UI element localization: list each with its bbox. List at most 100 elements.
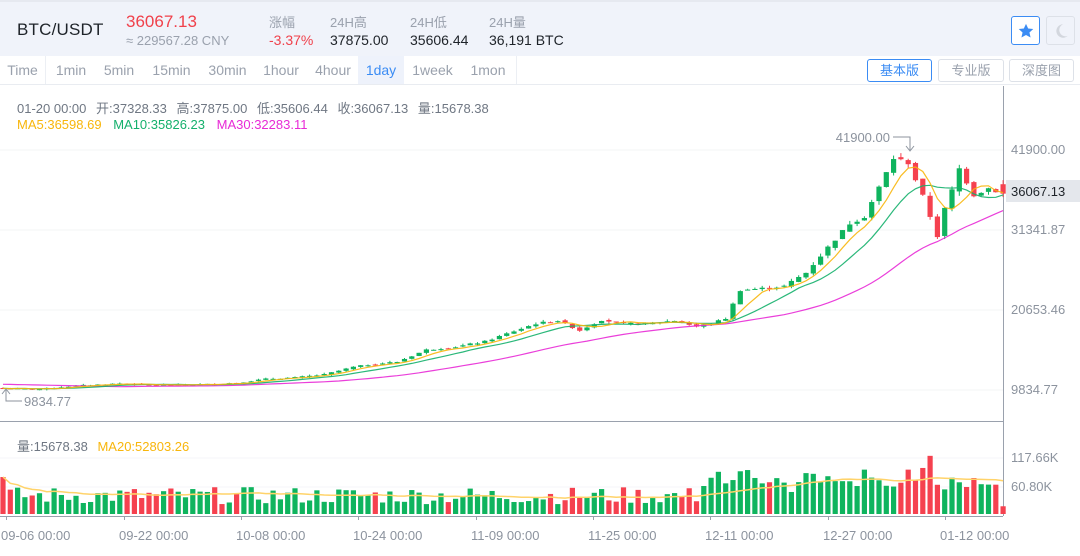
volume-bar[interactable] [489, 490, 495, 514]
volume-bar[interactable] [80, 502, 86, 514]
timeframe-1hour[interactable]: 1hour [263, 62, 299, 78]
volume-bar[interactable] [241, 487, 247, 514]
volume-bar[interactable] [460, 496, 466, 514]
volume-bar[interactable] [88, 501, 94, 514]
candle-body[interactable] [723, 319, 729, 321]
candle-body[interactable] [781, 285, 787, 287]
candle-body[interactable] [628, 322, 634, 325]
volume-bar[interactable] [0, 477, 6, 514]
volume-bar[interactable] [993, 484, 999, 514]
candle-body[interactable] [292, 377, 298, 379]
candle-body[interactable] [518, 328, 524, 331]
volume-bar[interactable] [555, 504, 561, 514]
candle-body[interactable] [168, 384, 174, 386]
volume-bar[interactable] [599, 489, 605, 514]
volume-bar[interactable] [168, 488, 174, 514]
volume-bar[interactable] [204, 491, 210, 514]
candle-body[interactable] [766, 287, 773, 289]
volume-bar[interactable] [321, 501, 327, 514]
timeframe-5min[interactable]: 5min [103, 62, 135, 78]
volume-bar[interactable] [438, 493, 444, 514]
candle-body[interactable] [759, 287, 765, 290]
candle-body[interactable] [796, 276, 802, 282]
candle-body[interactable] [599, 320, 605, 324]
candle-body[interactable] [788, 280, 794, 287]
volume-bar[interactable] [66, 499, 72, 514]
volume-bar[interactable] [650, 496, 656, 514]
candle-body[interactable] [810, 265, 816, 274]
timeframe-1week[interactable]: 1week [412, 62, 453, 78]
theme-toggle-button[interactable] [1046, 16, 1075, 45]
candle-body[interactable] [942, 207, 948, 236]
volume-bar[interactable] [620, 487, 627, 514]
volume-bar[interactable] [380, 502, 386, 514]
candle-body[interactable] [460, 345, 466, 347]
volume-bar[interactable] [277, 499, 283, 514]
candle-body[interactable] [839, 230, 846, 240]
candle-body[interactable] [372, 364, 378, 366]
candle-body[interactable] [606, 319, 612, 322]
volume-bar[interactable] [44, 501, 50, 514]
candle-body[interactable] [526, 326, 532, 329]
timeframe-time[interactable]: Time [7, 62, 38, 78]
volume-bar[interactable] [876, 480, 882, 514]
volume-bar[interactable] [212, 487, 218, 514]
candle-body[interactable] [416, 352, 422, 356]
candle-body[interactable] [905, 160, 911, 165]
volume-bar[interactable] [942, 489, 948, 514]
volume-bar[interactable] [934, 484, 940, 514]
candle-body[interactable] [358, 365, 364, 367]
volume-bar[interactable] [51, 488, 57, 514]
volume-bar[interactable] [234, 493, 240, 514]
candle-body[interactable] [489, 339, 495, 342]
candle-body[interactable] [328, 372, 335, 375]
volume-bar[interactable] [613, 501, 619, 514]
volume-bar[interactable] [394, 501, 400, 514]
volume-bar[interactable] [504, 499, 510, 514]
volume-bar[interactable] [628, 502, 634, 514]
candle-body[interactable] [613, 321, 619, 323]
volume-bar[interactable] [927, 455, 933, 514]
volume-bar[interactable] [1000, 506, 1006, 514]
volume-bar[interactable] [832, 481, 838, 514]
candle-body[interactable] [854, 221, 860, 224]
volume-bar[interactable] [642, 502, 648, 514]
volume-bar[interactable] [401, 501, 408, 514]
candle-body[interactable] [511, 331, 517, 334]
candle-body[interactable] [985, 188, 992, 192]
volume-bar[interactable] [197, 491, 203, 514]
volume-bar[interactable] [693, 501, 700, 514]
volume-bar[interactable] [102, 492, 108, 514]
volume-bar[interactable] [146, 492, 152, 514]
volume-bar[interactable] [365, 494, 371, 514]
candle-body[interactable] [380, 363, 386, 365]
volume-bar[interactable] [307, 500, 313, 514]
volume-bar[interactable] [416, 492, 422, 514]
candle-body[interactable] [825, 246, 831, 256]
volume-bar[interactable] [153, 494, 159, 514]
candle-body[interactable] [964, 168, 970, 184]
volume-bar[interactable] [540, 499, 546, 514]
timeframe-30min[interactable]: 30min [208, 62, 247, 78]
candle-body[interactable] [934, 216, 940, 238]
volume-bar[interactable] [730, 480, 736, 514]
volume-bar[interactable] [971, 478, 977, 514]
volume-bar[interactable] [803, 473, 809, 514]
volume-bar[interactable] [328, 502, 335, 514]
volume-bar[interactable] [818, 481, 824, 514]
candle-body[interactable] [876, 186, 882, 202]
volume-bar[interactable] [7, 489, 13, 514]
volume-bar[interactable] [219, 504, 225, 514]
favorite-button[interactable] [1011, 16, 1040, 45]
candle-body[interactable] [401, 358, 408, 362]
volume-bar[interactable] [985, 484, 992, 514]
volume-bar[interactable] [569, 487, 575, 514]
volume-bar[interactable] [664, 494, 670, 514]
volume-bar[interactable] [161, 491, 167, 514]
volume-bar[interactable] [423, 504, 429, 514]
volume-bar[interactable] [949, 477, 955, 514]
volume-bar[interactable] [562, 500, 568, 514]
volume-bar[interactable] [372, 492, 378, 514]
volume-bar[interactable] [453, 498, 459, 514]
